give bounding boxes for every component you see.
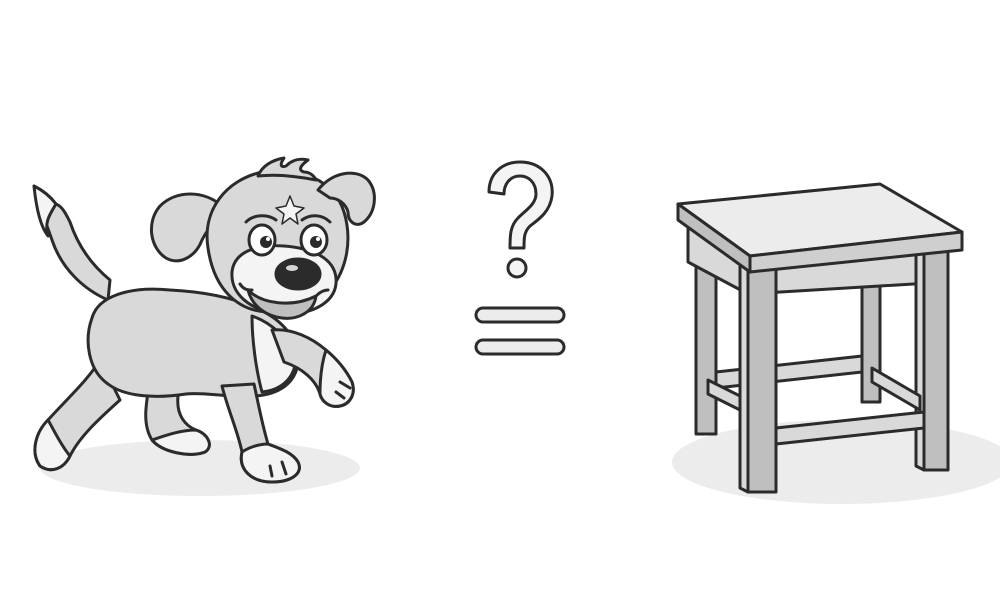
dog-paw-toe-line (268, 460, 288, 478)
dog-nose-highlight (286, 265, 298, 271)
dog-pupil-right (310, 236, 322, 248)
dog-tail-tip (32, 184, 58, 238)
dog-ear-right (316, 171, 376, 226)
stool-seat-edge-left (676, 202, 752, 274)
dog-brow-left (244, 214, 278, 224)
dog-mouth-line (238, 282, 330, 298)
dog-mouth (246, 288, 318, 320)
dog-eye-highlight (266, 237, 270, 241)
stool-illustration (672, 182, 1000, 504)
dog-back-paw-left (33, 418, 72, 472)
stool-stretcher-front (774, 410, 926, 446)
dog-hair-tuft (256, 156, 318, 182)
dog-paw-toe-line (334, 380, 352, 400)
stool-leg-front-left-side (738, 250, 750, 494)
dog-back-paw-right (150, 428, 211, 456)
stool-leg-front-right (922, 244, 950, 472)
dog-forehead-mark (275, 195, 305, 225)
stool-stretcher-back (714, 354, 864, 390)
equals-bar-top (474, 306, 566, 324)
dog-pupil-left (260, 236, 272, 248)
dog-eye-highlight (316, 237, 320, 241)
stool-stretcher-right-side (870, 366, 922, 412)
question-mark-hook (487, 160, 554, 250)
dog-front-paw-raised (318, 348, 355, 408)
stool-leg-front-right-side (914, 240, 926, 472)
dog-illustration (32, 156, 376, 496)
question-mark-icon (487, 160, 554, 279)
question-mark-dot (506, 257, 528, 279)
dog-nose (274, 257, 322, 291)
equals-sign (474, 306, 566, 356)
equals-bar-bottom (474, 338, 566, 356)
dog-brow-right (300, 214, 332, 224)
dog-body (86, 287, 300, 398)
stool-leg-front-left (746, 254, 778, 494)
